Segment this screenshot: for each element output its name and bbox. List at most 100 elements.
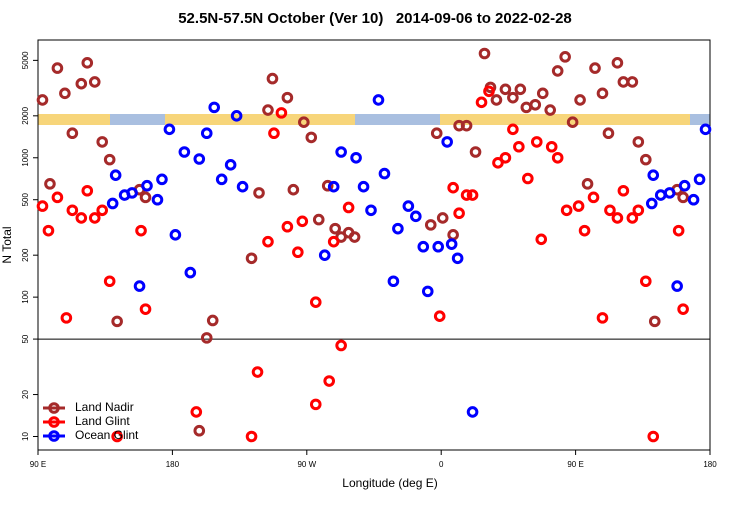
point — [190, 406, 203, 418]
point — [309, 398, 322, 411]
plot-frame — [37, 39, 711, 451]
point — [292, 246, 304, 259]
point — [281, 220, 294, 233]
point — [574, 94, 586, 106]
point — [566, 116, 579, 128]
point — [51, 62, 64, 74]
point — [96, 204, 109, 217]
series — [106, 94, 712, 418]
point — [421, 285, 434, 298]
point — [287, 183, 300, 196]
y-tick-label: 5000 — [21, 51, 30, 69]
point — [372, 94, 385, 106]
point — [281, 91, 294, 104]
point — [445, 238, 458, 250]
point — [507, 123, 519, 136]
point — [230, 110, 243, 122]
series — [36, 85, 689, 443]
map-strip — [38, 114, 710, 125]
point — [490, 94, 503, 106]
map-ocean — [38, 114, 710, 125]
y-tick-label: 1000 — [21, 148, 30, 166]
point — [327, 180, 340, 193]
point — [253, 187, 265, 199]
point — [529, 98, 542, 111]
point — [589, 62, 601, 74]
legend-marker — [48, 430, 60, 442]
point — [475, 96, 488, 109]
chart-title: 52.5N-57.5N October (Ver 10) 2014-09-06 … — [178, 10, 572, 27]
point — [327, 235, 340, 248]
point — [648, 315, 661, 328]
point — [672, 224, 685, 237]
point — [335, 146, 347, 158]
point — [111, 430, 123, 443]
point — [262, 104, 274, 116]
point — [639, 153, 652, 166]
point — [312, 213, 325, 226]
legend-label: Ocean Glint — [75, 428, 139, 442]
point — [268, 127, 280, 140]
point — [208, 101, 221, 114]
point — [499, 151, 512, 164]
point — [559, 51, 571, 63]
y-tick-label: 100 — [21, 290, 30, 304]
point — [596, 312, 609, 324]
point — [617, 76, 630, 88]
point — [560, 204, 573, 217]
point — [245, 430, 258, 443]
point — [430, 127, 443, 140]
point — [66, 204, 79, 217]
point — [106, 197, 119, 210]
point — [578, 224, 591, 237]
point — [44, 178, 56, 190]
y-tick-label: 200 — [21, 248, 30, 262]
point — [530, 136, 543, 148]
point — [139, 191, 152, 204]
x-tick-label: 90 E — [567, 460, 583, 469]
point — [451, 252, 464, 265]
point — [507, 91, 519, 104]
point — [335, 339, 347, 352]
point — [492, 157, 504, 169]
point — [323, 375, 336, 387]
point — [141, 179, 153, 192]
point — [544, 104, 557, 116]
point — [671, 280, 683, 292]
point — [139, 303, 152, 315]
point — [587, 191, 600, 204]
point — [88, 76, 101, 88]
point — [245, 252, 258, 265]
point — [447, 229, 459, 241]
x-tick-label: 90 E — [30, 460, 46, 469]
map-land — [440, 114, 690, 125]
point — [536, 87, 549, 100]
legend-marker — [48, 416, 60, 428]
point — [417, 240, 430, 253]
point — [522, 172, 534, 185]
point — [478, 47, 491, 60]
x-tick-label: 0 — [439, 460, 444, 469]
point — [424, 219, 437, 231]
point — [66, 127, 79, 140]
point — [298, 116, 310, 128]
point — [699, 123, 712, 136]
point — [654, 189, 667, 201]
point — [604, 204, 616, 217]
y-tick-label: 2000 — [21, 106, 30, 124]
point — [514, 83, 527, 96]
point — [184, 266, 197, 279]
point — [639, 275, 652, 288]
point — [178, 146, 191, 158]
point — [410, 210, 422, 223]
y-tick-label: 10 — [21, 431, 30, 440]
point — [460, 119, 473, 132]
x-axis-label: Longitude (deg E) — [342, 476, 437, 490]
point — [206, 314, 219, 327]
point — [36, 200, 49, 212]
point — [687, 193, 700, 206]
point — [378, 167, 391, 180]
point — [441, 136, 453, 148]
